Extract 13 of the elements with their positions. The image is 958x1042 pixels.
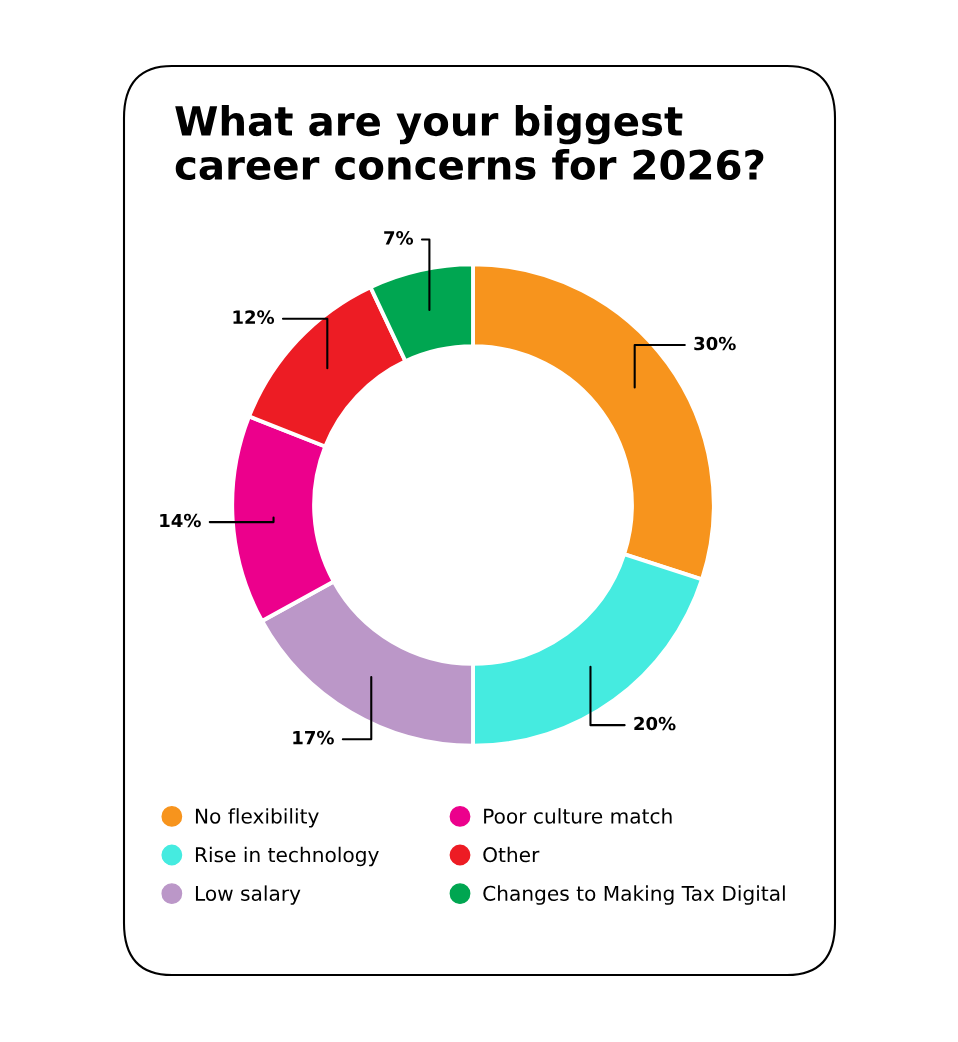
data-label: 30% [694, 336, 736, 351]
legend-label: Poor culture match [484, 808, 672, 824]
legend-label: Low salary [195, 885, 301, 905]
chart-title: What are your biggest career concerns for 2026? [175, 105, 764, 181]
legend-label: Rise in technology [195, 846, 379, 867]
legend-label: Changes to Making Tax Digital [483, 885, 785, 905]
data-label: 17% [293, 730, 334, 745]
data-label: 7% [384, 231, 414, 245]
data-label: 12% [233, 310, 275, 324]
legend-label: Other [483, 846, 540, 863]
data-label: 14% [160, 513, 201, 528]
data-label: 20% [634, 716, 676, 731]
legend-label: No flexibility [195, 808, 319, 828]
